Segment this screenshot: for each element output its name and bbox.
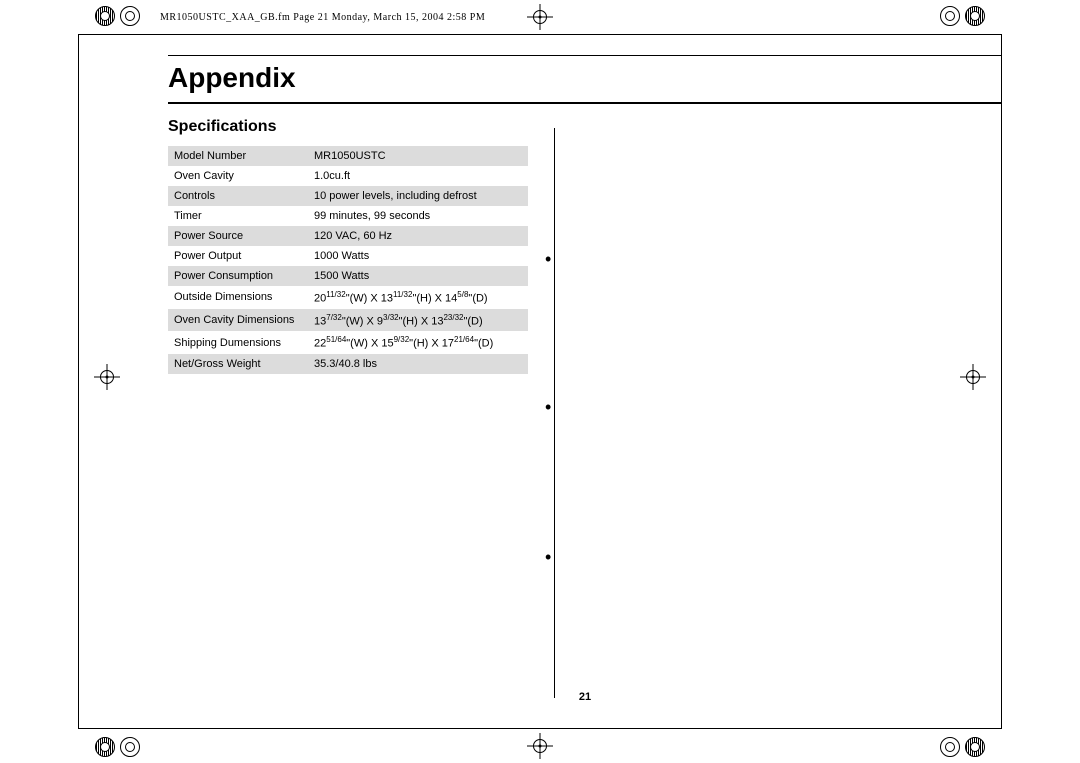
section-bullet-icon: • xyxy=(545,548,551,566)
table-row: Shipping Dumensions2251/64"(W) X 159/32"… xyxy=(168,331,528,354)
crop-rule xyxy=(78,34,1002,35)
two-column-area: Specifications Model NumberMR1050USTCOve… xyxy=(168,118,1002,698)
table-row: Power Output1000 Watts xyxy=(168,246,528,266)
spec-value: 2011/32"(W) X 1311/32"(H) X 145/8"(D) xyxy=(308,286,528,309)
crop-mark-icon xyxy=(120,737,140,757)
crop-rule xyxy=(78,34,79,729)
table-row: Power Source120 VAC, 60 Hz xyxy=(168,226,528,246)
spec-label: Shipping Dumensions xyxy=(168,331,308,354)
crop-mark-icon xyxy=(965,6,985,26)
header-filename: MR1050USTC_XAA_GB.fm Page 21 Monday, Mar… xyxy=(160,12,485,23)
title-rule-thin xyxy=(168,55,1002,56)
spec-value: 1500 Watts xyxy=(308,266,528,286)
spec-value: 35.3/40.8 lbs xyxy=(308,354,528,374)
spec-value: 137/32"(W) X 93/32"(H) X 1323/32"(D) xyxy=(308,309,528,332)
spec-label: Power Consumption xyxy=(168,266,308,286)
table-row: Power Consumption1500 Watts xyxy=(168,266,528,286)
column-divider xyxy=(554,128,555,698)
spec-value: 1000 Watts xyxy=(308,246,528,266)
specifications-table: Model NumberMR1050USTCOven Cavity1.0cu.f… xyxy=(168,146,528,374)
page-title: Appendix xyxy=(168,62,1002,100)
table-row: Timer99 minutes, 99 seconds xyxy=(168,206,528,226)
table-row: Net/Gross Weight35.3/40.8 lbs xyxy=(168,354,528,374)
spec-label: Net/Gross Weight xyxy=(168,354,308,374)
spec-value: MR1050USTC xyxy=(308,146,528,166)
registration-target-icon xyxy=(100,370,114,384)
spec-label: Outside Dimensions xyxy=(168,286,308,309)
section-bullet-icon: • xyxy=(545,398,551,416)
spec-label: Power Source xyxy=(168,226,308,246)
table-row: Model NumberMR1050USTC xyxy=(168,146,528,166)
section-subtitle: Specifications xyxy=(168,118,1002,136)
spec-value: 99 minutes, 99 seconds xyxy=(308,206,528,226)
spec-label: Oven Cavity xyxy=(168,166,308,186)
crop-mark-icon xyxy=(940,737,960,757)
spec-value: 1.0cu.ft xyxy=(308,166,528,186)
spec-value: 2251/64"(W) X 159/32"(H) X 1721/64"(D) xyxy=(308,331,528,354)
section-bullet-icon: • xyxy=(545,250,551,268)
registration-target-icon xyxy=(533,10,547,24)
crop-mark-icon xyxy=(940,6,960,26)
table-row: Outside Dimensions2011/32"(W) X 1311/32"… xyxy=(168,286,528,309)
page-content: Appendix Specifications Model NumberMR10… xyxy=(168,55,1002,723)
crop-mark-icon xyxy=(95,6,115,26)
page-number: 21 xyxy=(168,691,1002,703)
title-rule xyxy=(168,102,1002,104)
spec-value: 10 power levels, including defrost xyxy=(308,186,528,206)
crop-rule xyxy=(78,728,1002,729)
spec-value: 120 VAC, 60 Hz xyxy=(308,226,528,246)
registration-target-icon xyxy=(533,739,547,753)
spec-label: Model Number xyxy=(168,146,308,166)
spec-label: Controls xyxy=(168,186,308,206)
crop-mark-icon xyxy=(965,737,985,757)
table-row: Controls10 power levels, including defro… xyxy=(168,186,528,206)
spec-label: Oven Cavity Dimensions xyxy=(168,309,308,332)
table-row: Oven Cavity1.0cu.ft xyxy=(168,166,528,186)
crop-mark-icon xyxy=(120,6,140,26)
spec-label: Power Output xyxy=(168,246,308,266)
spec-label: Timer xyxy=(168,206,308,226)
crop-mark-icon xyxy=(95,737,115,757)
table-row: Oven Cavity Dimensions137/32"(W) X 93/32… xyxy=(168,309,528,332)
